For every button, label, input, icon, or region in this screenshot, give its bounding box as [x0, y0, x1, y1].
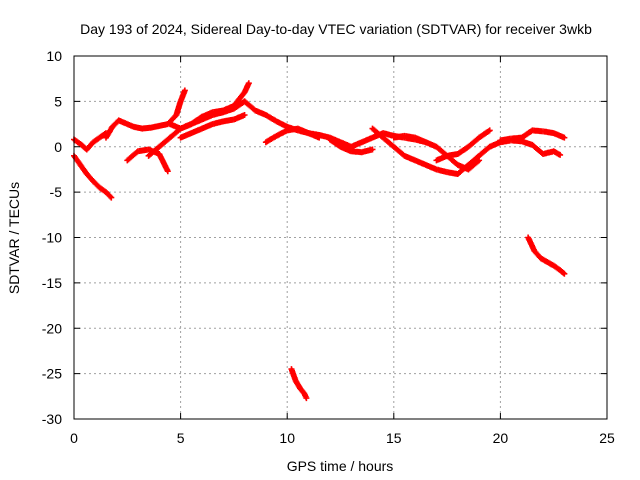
- y-tick-label: 5: [54, 93, 62, 109]
- data-point: [245, 80, 252, 87]
- series-arc-12: [326, 136, 376, 156]
- chart-title: Day 193 of 2024, Sidereal Day-to-day VTE…: [80, 21, 592, 37]
- series-arc-18: [525, 234, 568, 277]
- data-point: [486, 127, 493, 134]
- y-axis-title: SDTVAR / TECUs: [6, 182, 22, 294]
- ticks: 0 5 10 15 20 25 -30 -25 -20 -15 -10 -5 0 5 10: [42, 48, 615, 446]
- y-tick-label: -25: [42, 366, 62, 382]
- data-point-trail: [125, 149, 140, 163]
- data-point-trail: [91, 135, 102, 145]
- series-arc-3: [102, 87, 188, 141]
- data-point: [557, 151, 564, 158]
- data-point: [561, 134, 568, 141]
- y-tick-label: -10: [42, 230, 62, 246]
- data-point-trail: [97, 185, 108, 195]
- y-tick-label: 0: [54, 139, 62, 155]
- data-point-trail: [328, 137, 343, 149]
- series-arc-10: [288, 366, 310, 402]
- y-tick-label: -20: [42, 320, 62, 336]
- data-point: [369, 146, 376, 153]
- x-tick-label: 10: [279, 430, 295, 446]
- data-point: [108, 194, 115, 201]
- y-tick-label: -30: [42, 411, 62, 427]
- data-point-trail: [104, 190, 114, 200]
- series-arc-17: [497, 127, 568, 144]
- data-point-trail: [302, 392, 309, 400]
- data-point: [303, 395, 310, 402]
- data-point-trail: [231, 90, 247, 108]
- data-point-trail: [242, 99, 257, 113]
- x-tick-label: 5: [177, 430, 185, 446]
- data-point-trail: [71, 154, 83, 167]
- data-point-trail: [91, 179, 102, 190]
- series-arc-6: [166, 80, 252, 132]
- data-point-trail: [78, 163, 89, 176]
- data-point-trail: [84, 140, 96, 152]
- data-point: [164, 168, 171, 175]
- data-point-trail: [466, 153, 481, 167]
- data-point: [241, 111, 248, 118]
- data-point-trail: [381, 135, 396, 149]
- data-point: [181, 87, 188, 94]
- data-point-trail: [370, 126, 385, 140]
- series-arc-16: [433, 127, 493, 164]
- data-point-trail: [72, 137, 83, 147]
- data-point-trail: [264, 112, 279, 124]
- data-point-trail: [455, 144, 471, 157]
- data-layer: [71, 80, 568, 402]
- x-axis-title: GPS time / hours: [287, 458, 394, 474]
- data-point-trail: [558, 268, 567, 276]
- data-point-trail: [146, 144, 162, 158]
- data-point-trail: [297, 386, 307, 396]
- data-point-trail: [552, 263, 562, 273]
- data-point-trail: [392, 144, 407, 158]
- data-point-trail: [466, 158, 481, 172]
- y-tick-label: -5: [50, 184, 63, 200]
- data-point: [561, 270, 568, 277]
- data-point-trail: [97, 131, 108, 140]
- y-tick-label: 10: [46, 48, 62, 64]
- data-point-trail: [84, 172, 96, 183]
- data-point-trail: [477, 144, 492, 158]
- data-point-trail: [532, 249, 543, 261]
- data-point-trail: [264, 133, 279, 145]
- x-tick-label: 15: [386, 430, 402, 446]
- data-point-trail: [156, 152, 171, 173]
- x-tick-label: 20: [493, 430, 509, 446]
- x-tick-label: 0: [70, 430, 78, 446]
- series-arc-7: [177, 111, 248, 141]
- series-arc-2: [71, 152, 115, 201]
- data-point-trail: [157, 135, 172, 149]
- series-arc-1: [71, 130, 109, 153]
- data-point-trail: [466, 135, 481, 149]
- y-tick-label: -15: [42, 275, 62, 291]
- x-tick-label: 25: [599, 430, 615, 446]
- data-point-trail: [455, 162, 471, 176]
